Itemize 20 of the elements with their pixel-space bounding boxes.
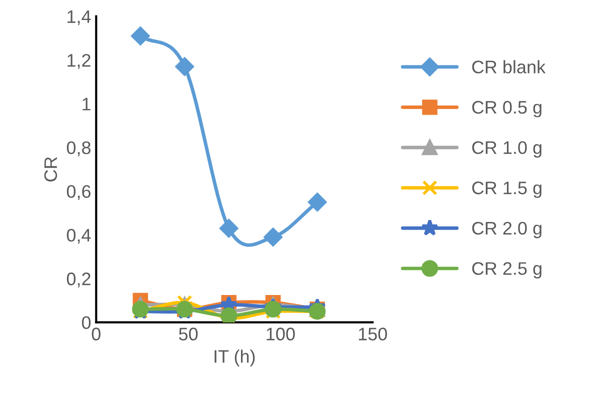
y-tick-label: 1,2	[68, 54, 90, 69]
y-tick-label: 0,8	[66, 141, 91, 156]
legend-label: CR 2.5 g	[472, 262, 542, 278]
x-tick-label: 150	[358, 328, 387, 340]
y-tick-label: 1,4	[68, 10, 91, 26]
y-tick-label: 0,6	[66, 185, 91, 200]
y-tick-label: 0,4	[66, 228, 91, 244]
legend-label: CR 1.5 g	[472, 182, 542, 198]
x-tick-label: 50	[178, 328, 198, 340]
legend-label: CR 0.5 g	[472, 100, 542, 118]
legend-label: CR 1.0 g	[472, 141, 542, 158]
legend-label: CR 2.0 g	[472, 222, 542, 238]
x-axis-title: IT (h)	[214, 350, 255, 366]
y-tick-label: 0	[82, 316, 91, 330]
y-tick-label: 1	[82, 98, 90, 110]
x-tick-label: 100	[266, 328, 295, 340]
legend-label: CR blank	[472, 60, 546, 74]
y-axis-title: CR	[44, 157, 58, 182]
x-tick-label: 0	[92, 328, 100, 340]
y-tick-label: 0,2	[66, 272, 90, 288]
